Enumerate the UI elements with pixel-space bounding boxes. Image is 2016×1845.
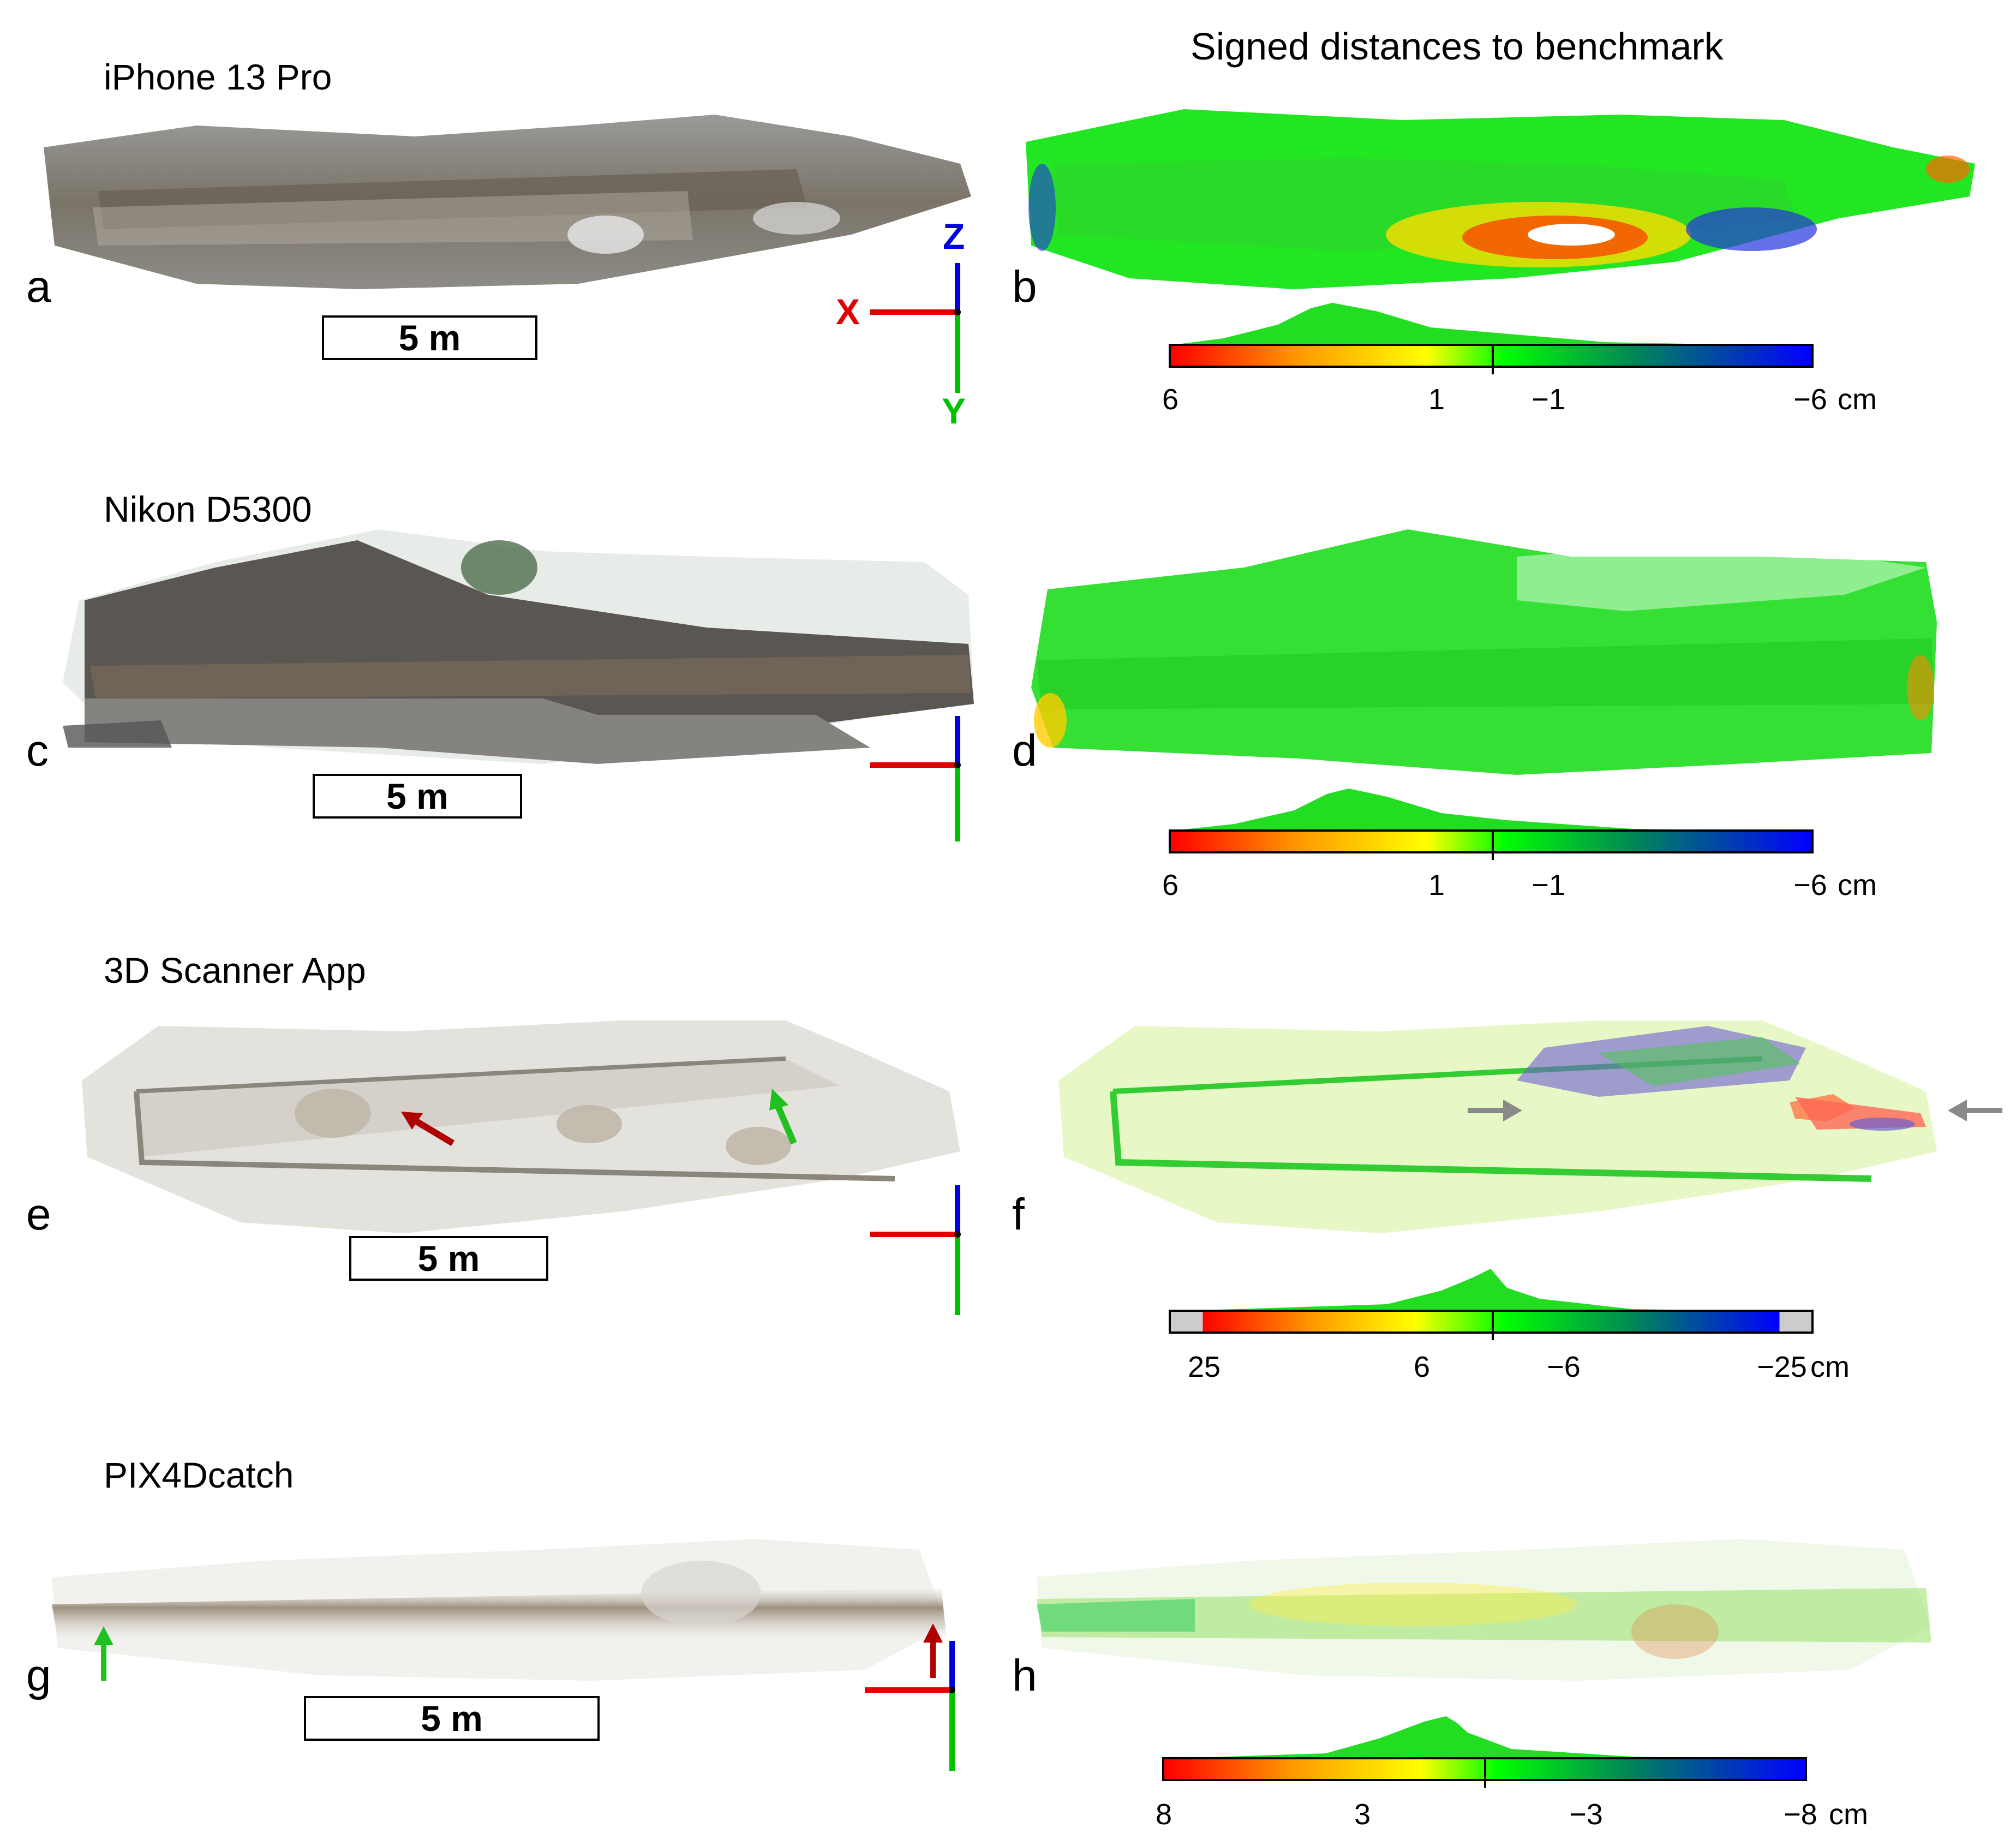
row2-device-title: Nikon D5300 (104, 489, 312, 529)
tick-4-3: −8 (1784, 1798, 1817, 1831)
histogram-1 (1169, 303, 1814, 347)
panel-letter-d: d (1012, 726, 1037, 775)
axis-gizmo (865, 1641, 955, 1771)
scanner-app-mesh (82, 1020, 960, 1233)
unit-3: cm (1810, 1351, 1850, 1383)
colorbar-1 (1169, 344, 1814, 368)
colorbar-zero-tick (1492, 832, 1494, 860)
distance-map-f (1058, 1020, 1937, 1233)
distance-map-h (1037, 1539, 1931, 1681)
scale-bar: 5 m (349, 1236, 548, 1281)
unit-2: cm (1838, 869, 1877, 901)
panel-letter-a: a (26, 262, 51, 312)
tick-1-1: 1 (1428, 383, 1445, 416)
figure-title: Signed distances to benchmark (1191, 25, 1724, 68)
tick-3-0: 25 (1187, 1351, 1221, 1383)
unit-1: cm (1838, 383, 1877, 416)
colorbar-zero-tick (1484, 1759, 1486, 1788)
scale-bar-label: 5 m (417, 1238, 480, 1279)
distance-map-b (1026, 109, 1975, 289)
colorbar-zero-tick (1492, 1312, 1494, 1340)
red-arrow (401, 1112, 455, 1147)
nikon-point-cloud (63, 529, 974, 764)
x-axis-label: X (836, 291, 860, 332)
tick-2-3: −6 (1793, 869, 1827, 901)
axis-gizmo (870, 263, 961, 393)
tick-3-1: 6 (1413, 1351, 1431, 1383)
panel-letter-b: b (1012, 262, 1037, 312)
green-arrow (94, 1626, 113, 1681)
scale-bar-label: 5 m (398, 318, 461, 358)
tick-1-3: −6 (1793, 383, 1827, 416)
tick-1-0: 6 (1162, 383, 1179, 416)
histogram-2 (1169, 789, 1814, 832)
iphone-point-cloud (44, 115, 971, 289)
scale-bar: 5 m (313, 774, 522, 819)
colorbar-3 (1169, 1310, 1814, 1334)
panel-letter-e: e (26, 1190, 51, 1239)
tick-3-3: −25 (1757, 1351, 1807, 1383)
pix4dcatch-point-cloud (52, 1539, 947, 1681)
colorbar-zero-tick (1492, 346, 1494, 374)
tick-2-0: 6 (1162, 869, 1179, 901)
tick-1-2: −1 (1532, 383, 1565, 416)
histogram-4 (1162, 1716, 1807, 1760)
histogram-3 (1169, 1269, 1814, 1312)
tick-4-1: 3 (1354, 1798, 1371, 1831)
z-axis-label: Z (943, 216, 965, 256)
scale-bar: 5 m (304, 1696, 600, 1741)
tick-4-0: 8 (1155, 1798, 1172, 1831)
grey-arrow (1948, 1100, 2002, 1121)
red-arrow (923, 1623, 943, 1678)
tick-4-2: −3 (1569, 1798, 1603, 1831)
colorbar-2 (1169, 829, 1814, 853)
y-axis-label: Y (942, 391, 966, 431)
tick-2-2: −1 (1532, 869, 1565, 901)
grey-arrow (1468, 1100, 1522, 1121)
green-arrow (769, 1089, 797, 1145)
axis-gizmo (870, 1185, 961, 1315)
scale-bar: 5 m (322, 315, 537, 360)
panel-letter-h: h (1012, 1651, 1037, 1700)
row1-device-title: iPhone 13 Pro (104, 57, 332, 97)
tick-3-2: −6 (1547, 1351, 1581, 1383)
row4-device-title: PIX4Dcatch (104, 1455, 294, 1495)
scale-bar-label: 5 m (386, 776, 448, 816)
panel-letter-c: c (26, 726, 49, 775)
panel-letter-f: f (1012, 1190, 1025, 1239)
tick-2-1: 1 (1428, 869, 1445, 901)
panel-letter-g: g (26, 1651, 51, 1700)
unit-4: cm (1829, 1798, 1868, 1831)
distance-map-d (1031, 529, 1937, 775)
row3-device-title: 3D Scanner App (104, 950, 366, 990)
axis-gizmo (870, 716, 961, 841)
scale-bar-label: 5 m (421, 1698, 483, 1739)
